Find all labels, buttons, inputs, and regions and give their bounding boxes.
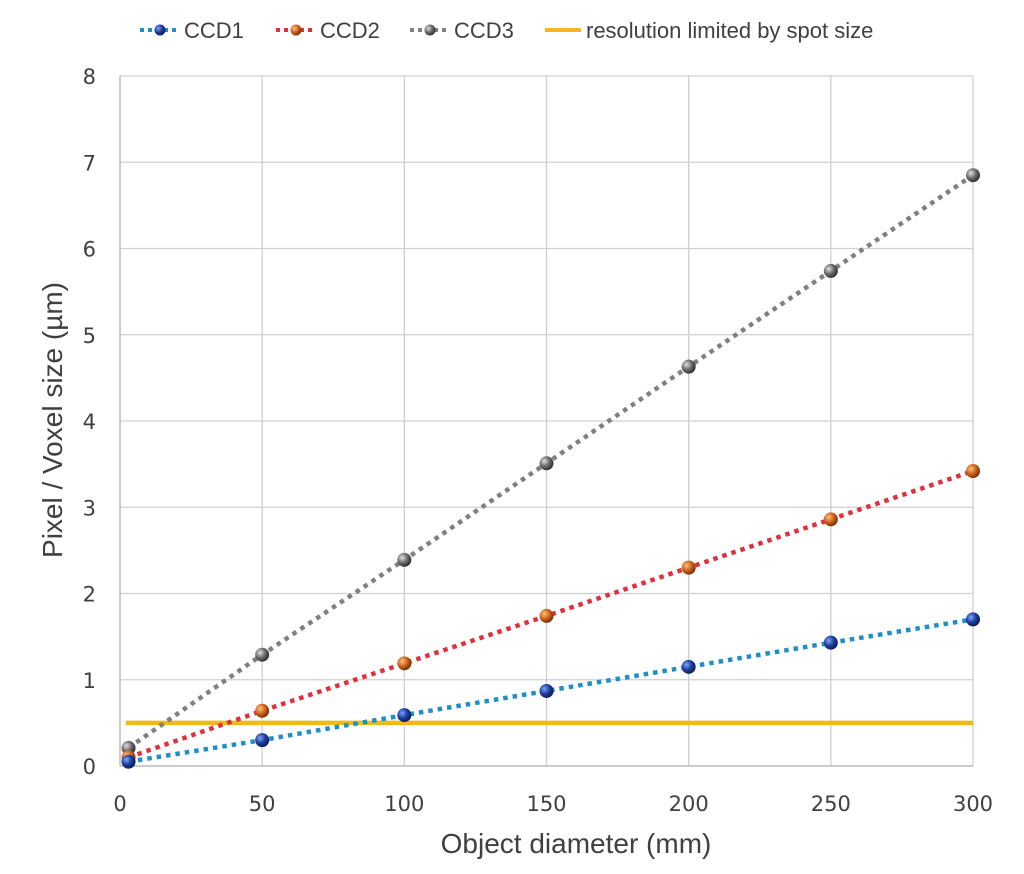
plot-area — [119, 76, 973, 767]
legend-label: CCD2 — [320, 18, 380, 43]
x-tick-label: 250 — [811, 792, 851, 816]
x-tick-label: 0 — [113, 792, 126, 816]
x-axis-ticks: 0 50 100 150 200 250 300 — [113, 792, 993, 816]
data-point — [966, 168, 980, 183]
y-tick-label: 2 — [83, 583, 96, 607]
y-tick-label: 0 — [83, 755, 96, 779]
data-point — [823, 635, 838, 650]
x-tick-label: 200 — [669, 792, 709, 816]
x-tick-label: 150 — [526, 792, 566, 816]
data-point — [539, 608, 554, 623]
y-tick-label: 7 — [83, 151, 96, 175]
legend-item-ccd1: CCD1 — [140, 18, 244, 43]
y-axis-ticks: 0 1 2 3 4 5 6 7 8 — [83, 65, 96, 779]
data-point — [681, 560, 696, 575]
legend-item-ccd2: CCD2 — [276, 18, 380, 43]
series-group — [121, 168, 980, 769]
data-point — [121, 754, 136, 769]
data-point — [397, 656, 412, 671]
data-point — [823, 512, 838, 527]
data-point — [397, 552, 412, 567]
legend-item-reference: resolution limited by spot size — [545, 18, 873, 43]
y-tick-label: 8 — [83, 65, 96, 89]
legend-swatch-marker — [424, 24, 436, 36]
x-axis-title: Object diameter (mm) — [441, 828, 712, 859]
y-tick-label: 6 — [83, 238, 96, 262]
x-tick-label: 300 — [953, 792, 993, 816]
data-point — [681, 659, 696, 674]
data-point — [255, 733, 270, 748]
y-tick-label: 5 — [83, 324, 96, 348]
data-point — [823, 263, 838, 278]
data-point — [255, 703, 270, 718]
y-tick-label: 4 — [83, 410, 96, 434]
data-point — [966, 612, 980, 627]
legend-label: CCD1 — [184, 18, 244, 43]
data-point — [539, 683, 554, 698]
y-axis-title: Pixel / Voxel size (µm) — [37, 282, 68, 558]
legend: CCD1 CCD2 CCD3 resolution limited by spot s… — [140, 18, 873, 43]
legend-label: CCD3 — [454, 18, 514, 43]
series-ccd2 — [121, 464, 980, 765]
data-point — [681, 359, 696, 374]
legend-label: resolution limited by spot size — [586, 18, 873, 43]
x-tick-label: 50 — [249, 792, 276, 816]
series-ccd3 — [121, 168, 980, 755]
legend-swatch-marker — [290, 24, 302, 36]
x-tick-label: 100 — [384, 792, 424, 816]
legend-item-ccd3: CCD3 — [410, 18, 514, 43]
y-tick-label: 3 — [83, 496, 96, 520]
data-point — [966, 464, 980, 479]
series-ccd1 — [121, 612, 980, 769]
data-point — [397, 708, 412, 723]
data-point — [255, 647, 270, 662]
data-point — [539, 456, 554, 471]
y-tick-label: 1 — [83, 669, 96, 693]
legend-swatch-marker — [154, 24, 166, 36]
grid — [119, 75, 974, 767]
